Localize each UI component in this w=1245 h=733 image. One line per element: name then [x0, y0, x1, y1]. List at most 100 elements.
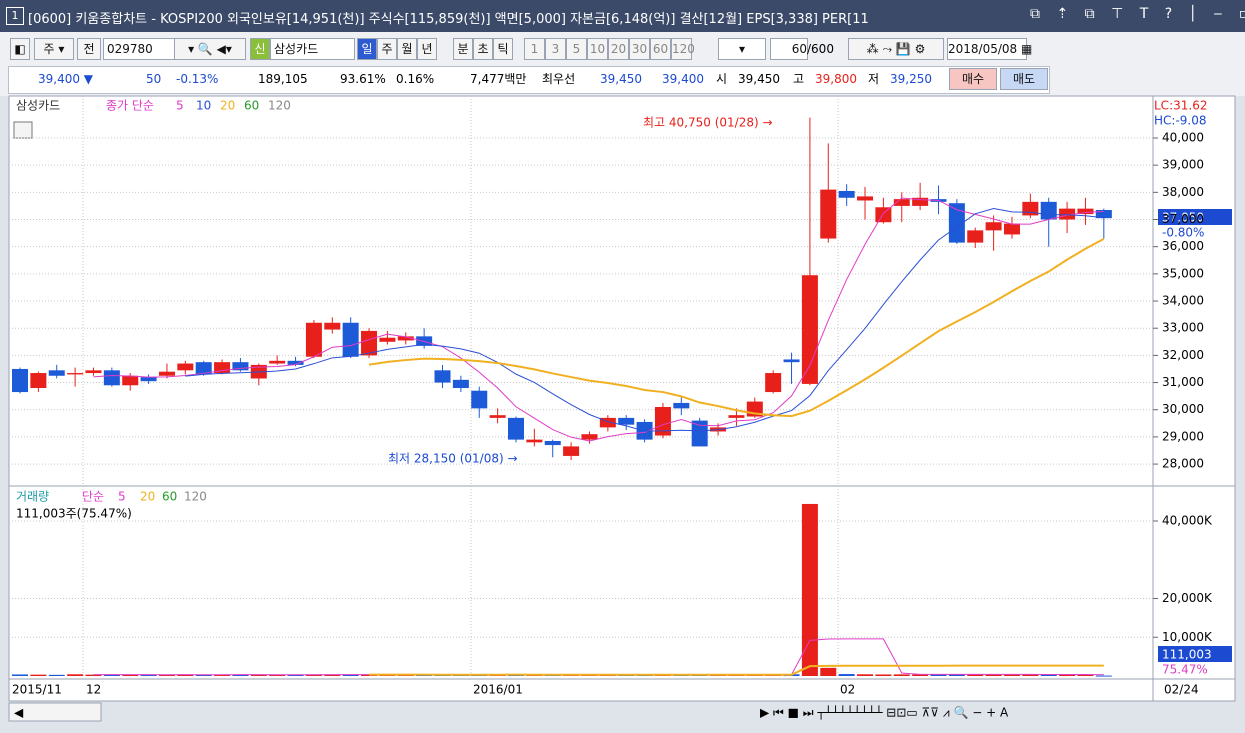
chart-frame [8, 95, 1236, 702]
volume-bar [269, 674, 286, 676]
search-buttons[interactable]: ▾ 🔍 ◀▾ [174, 38, 246, 60]
table-icon[interactable] [13, 121, 33, 139]
prev-button[interactable]: 전 [77, 38, 101, 60]
buy-button[interactable]: 매수 [949, 68, 997, 90]
candle-body [875, 207, 892, 223]
candle-body [1003, 223, 1020, 235]
interval-button[interactable]: 120 [671, 38, 695, 60]
volume-bar [250, 674, 267, 676]
legend-name: 삼성카드 [16, 99, 60, 113]
legend-ma-label: 종가 단순 [106, 99, 154, 113]
stock-name[interactable]: 삼성카드 [270, 38, 355, 60]
unit-button[interactable]: 일 [357, 38, 377, 60]
legend-period: 5 [118, 490, 126, 504]
date-input[interactable]: 2018/05/08 ▦ [947, 38, 1032, 60]
volume-bar [214, 674, 231, 676]
candle-body [783, 359, 800, 363]
empty-select[interactable]: ▾ [718, 38, 766, 60]
candle-body [563, 446, 580, 456]
vol-legend-ma-label: 단순 [82, 490, 104, 504]
info-bar [8, 66, 1050, 94]
candle-body [507, 417, 524, 440]
volume-bar [857, 674, 874, 676]
volume-bar [1003, 674, 1020, 676]
legend-period: 20 [140, 490, 155, 504]
x-label: 2015/11 [12, 683, 62, 697]
app-icon: 1 [6, 7, 24, 25]
volume-bar [930, 674, 947, 676]
volume-bar [122, 674, 139, 676]
icon-button[interactable]: ◧ [10, 38, 30, 60]
interval-button[interactable]: 30 [629, 38, 650, 60]
vol-legend-name: 거래량 [16, 490, 49, 504]
volume-bar [48, 674, 65, 676]
interval-button[interactable]: 60 [650, 38, 671, 60]
amount: 7,477백만 [470, 72, 527, 86]
open-label: 시 [716, 72, 728, 86]
title-bar: 1 [0600] 키움종합차트 - KOSPI200 외국인보유[14,951(… [0, 0, 1245, 32]
count-input[interactable]: 60 [770, 38, 808, 60]
volume-bar [177, 674, 194, 676]
low-note: 최저 28,150 (01/08) → [388, 452, 518, 466]
window-controls[interactable]: ⧉ ⇡ ⧉ ⊤ T ? │ ‒ ▫ × [1030, 6, 1245, 22]
period-select[interactable]: 주 ▾ [34, 38, 74, 60]
candle-body [1077, 208, 1094, 215]
unit-button[interactable]: 틱 [493, 38, 513, 60]
low: 39,250 [890, 72, 932, 86]
x-label-last: 02/24 [1164, 683, 1199, 697]
volume-bar [195, 674, 212, 676]
period: 주 [43, 42, 55, 56]
window-title: [0600] 키움종합차트 - KOSPI200 외국인보유[14,951(천)… [28, 12, 869, 27]
unit-button[interactable]: 초 [473, 38, 493, 60]
candle-body [820, 189, 837, 239]
unit-button[interactable]: 월 [397, 38, 417, 60]
legend-period: 60 [244, 99, 259, 113]
volume-bar [1095, 675, 1112, 677]
candle-body [324, 322, 341, 330]
code-input[interactable]: 029780 [103, 38, 176, 60]
candle-body [526, 439, 543, 443]
candle-body [618, 417, 635, 425]
volume-bar [967, 674, 984, 676]
tool-buttons[interactable]: ⁂ ⤳ 💾 ⚙ [848, 38, 944, 60]
best-ask: 39,450 [600, 72, 642, 86]
playback-controls[interactable]: ▶ ⏮ ■ ⏭ ┬┴┴┴┴┴┴┴┴ ⊟⊡▭ ⊼⊽ ⩘ 🔍 − + A [760, 705, 1009, 720]
y-tick-label: 37,000 [1162, 212, 1204, 226]
ma-line [185, 207, 1104, 432]
volume-bar [103, 674, 120, 676]
candle-body [948, 203, 965, 243]
candle-body [305, 322, 322, 357]
interval-button[interactable]: 1 [524, 38, 545, 60]
y-tick-label: 35,000 [1162, 266, 1204, 280]
high-label: 고 [793, 72, 805, 86]
interval-button[interactable]: 20 [608, 38, 629, 60]
scroll-left[interactable] [8, 702, 102, 722]
ma-line [368, 237, 1105, 418]
interval-button[interactable]: 5 [566, 38, 587, 60]
change-rate: -0.13% [176, 72, 219, 86]
volume-bar [1077, 674, 1094, 676]
candle-body [397, 336, 414, 341]
unit-button[interactable]: 년 [417, 38, 437, 60]
last-price-box [1158, 209, 1232, 225]
volume-ma-line [369, 664, 1104, 676]
sell-button[interactable]: 매도 [1000, 68, 1048, 90]
unit-button[interactable]: 분 [453, 38, 473, 60]
turnover-rate: 0.16% [396, 72, 435, 86]
interval-button[interactable]: 10 [587, 38, 608, 60]
volume-bar [985, 674, 1002, 676]
volume-bar [232, 674, 249, 676]
y-tick-label: 40,000K [1162, 514, 1213, 528]
unit-button[interactable]: 주 [377, 38, 397, 60]
candle-body [452, 379, 469, 388]
best-bid: 39,400 [662, 72, 704, 86]
candle-body [85, 370, 102, 374]
candle-body [967, 230, 984, 243]
volume-bar [838, 674, 855, 676]
candle-body [489, 415, 506, 418]
hc: HC:-9.08 [1154, 114, 1207, 128]
best-label: 최우선 [542, 72, 576, 86]
interval-button[interactable]: 3 [545, 38, 566, 60]
legend-period: 10 [196, 99, 211, 113]
